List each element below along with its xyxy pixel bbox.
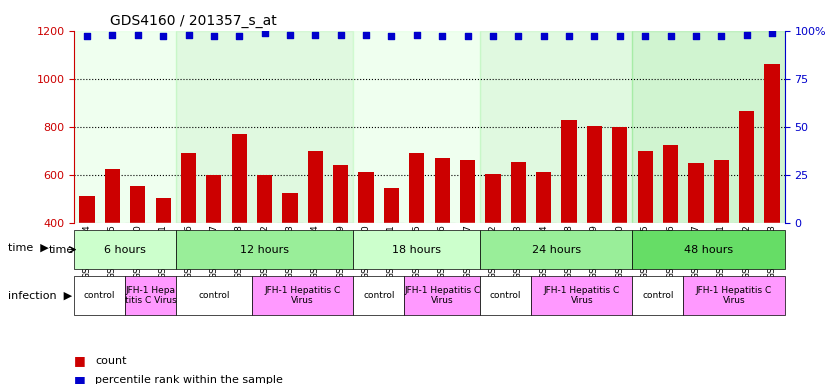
Text: 12 hours: 12 hours bbox=[240, 245, 289, 255]
Bar bbox=[79, 196, 95, 319]
Bar bbox=[257, 175, 273, 319]
Point bbox=[588, 33, 601, 40]
Point bbox=[182, 31, 195, 38]
Text: count: count bbox=[95, 356, 126, 366]
FancyBboxPatch shape bbox=[633, 230, 785, 269]
FancyBboxPatch shape bbox=[176, 230, 354, 269]
Bar bbox=[739, 111, 754, 319]
Text: ■: ■ bbox=[74, 354, 86, 367]
FancyBboxPatch shape bbox=[74, 276, 125, 315]
Point bbox=[461, 33, 474, 40]
Text: 18 hours: 18 hours bbox=[392, 245, 441, 255]
Text: JFH-1 Hepatitis C
Virus: JFH-1 Hepatitis C Virus bbox=[404, 286, 481, 305]
Point bbox=[283, 31, 297, 38]
Bar bbox=[354, 31, 480, 223]
Point bbox=[740, 31, 753, 38]
FancyBboxPatch shape bbox=[354, 276, 404, 315]
Point bbox=[563, 33, 576, 40]
Bar bbox=[764, 65, 780, 319]
Bar bbox=[131, 185, 145, 319]
Point bbox=[537, 33, 550, 40]
Bar bbox=[714, 161, 729, 319]
Point bbox=[487, 33, 500, 40]
Bar bbox=[536, 172, 551, 319]
Point bbox=[233, 33, 246, 40]
Bar bbox=[612, 127, 628, 319]
FancyBboxPatch shape bbox=[531, 276, 633, 315]
Point bbox=[309, 31, 322, 38]
Bar bbox=[633, 31, 785, 223]
Bar bbox=[409, 153, 425, 319]
FancyBboxPatch shape bbox=[354, 230, 480, 269]
Bar bbox=[460, 161, 475, 319]
Text: control: control bbox=[363, 291, 395, 300]
Bar bbox=[663, 145, 678, 319]
Point bbox=[435, 33, 449, 40]
Bar bbox=[434, 158, 450, 319]
Point bbox=[157, 33, 170, 40]
Text: GDS4160 / 201357_s_at: GDS4160 / 201357_s_at bbox=[110, 14, 277, 28]
Bar bbox=[586, 126, 602, 319]
Bar bbox=[638, 151, 653, 319]
FancyBboxPatch shape bbox=[480, 276, 531, 315]
Text: time: time bbox=[49, 245, 74, 255]
Bar bbox=[358, 172, 373, 319]
Point bbox=[334, 31, 347, 38]
FancyBboxPatch shape bbox=[480, 230, 633, 269]
Point bbox=[689, 33, 702, 40]
Text: JFH-1 Hepatitis C
Virus: JFH-1 Hepatitis C Virus bbox=[695, 286, 772, 305]
Text: infection  ▶: infection ▶ bbox=[8, 291, 73, 301]
Bar bbox=[486, 174, 501, 319]
FancyBboxPatch shape bbox=[404, 276, 480, 315]
Point bbox=[664, 33, 677, 40]
Point bbox=[131, 31, 145, 38]
Point bbox=[80, 33, 93, 40]
Point bbox=[613, 33, 626, 40]
FancyBboxPatch shape bbox=[74, 230, 176, 269]
Bar bbox=[176, 31, 354, 223]
Bar bbox=[231, 134, 247, 319]
Point bbox=[258, 30, 271, 36]
Bar bbox=[510, 162, 526, 319]
Bar bbox=[562, 119, 577, 319]
Bar bbox=[105, 169, 120, 319]
FancyBboxPatch shape bbox=[125, 276, 176, 315]
Point bbox=[511, 33, 525, 40]
Point bbox=[411, 31, 424, 38]
Text: percentile rank within the sample: percentile rank within the sample bbox=[95, 375, 282, 384]
Text: control: control bbox=[84, 291, 116, 300]
Bar bbox=[181, 153, 196, 319]
FancyBboxPatch shape bbox=[176, 276, 252, 315]
Bar bbox=[384, 188, 399, 319]
Bar bbox=[155, 197, 171, 319]
Text: 6 hours: 6 hours bbox=[104, 245, 146, 255]
Bar bbox=[688, 163, 704, 319]
Point bbox=[766, 30, 779, 36]
Bar bbox=[308, 151, 323, 319]
Bar bbox=[206, 175, 221, 319]
Point bbox=[638, 33, 652, 40]
FancyBboxPatch shape bbox=[683, 276, 785, 315]
Text: JFH-1 Hepa
titis C Virus: JFH-1 Hepa titis C Virus bbox=[125, 286, 176, 305]
Text: 48 hours: 48 hours bbox=[684, 245, 733, 255]
Point bbox=[207, 33, 221, 40]
Text: JFH-1 Hepatitis C
Virus: JFH-1 Hepatitis C Virus bbox=[544, 286, 620, 305]
Text: control: control bbox=[642, 291, 673, 300]
Text: ■: ■ bbox=[74, 374, 86, 384]
Bar bbox=[74, 31, 176, 223]
Point bbox=[106, 31, 119, 38]
Bar bbox=[480, 31, 633, 223]
Point bbox=[714, 33, 728, 40]
Text: JFH-1 Hepatitis C
Virus: JFH-1 Hepatitis C Virus bbox=[264, 286, 341, 305]
FancyBboxPatch shape bbox=[633, 276, 683, 315]
Point bbox=[359, 31, 373, 38]
Text: time  ▶: time ▶ bbox=[8, 243, 49, 253]
Text: control: control bbox=[490, 291, 521, 300]
Point bbox=[385, 33, 398, 40]
FancyBboxPatch shape bbox=[252, 276, 354, 315]
Bar bbox=[333, 165, 349, 319]
Text: 24 hours: 24 hours bbox=[532, 245, 581, 255]
Text: control: control bbox=[198, 291, 230, 300]
Bar bbox=[282, 193, 297, 319]
